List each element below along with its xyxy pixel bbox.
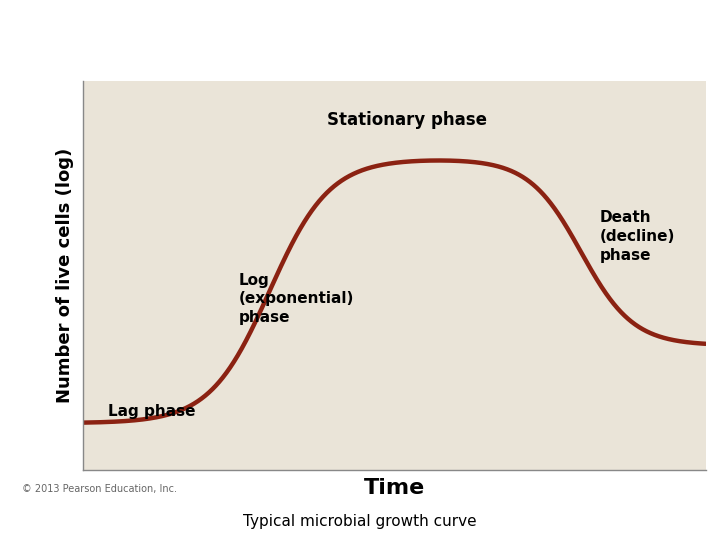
Text: Log
(exponential)
phase: Log (exponential) phase: [238, 273, 354, 325]
Text: Typical microbial growth curve: Typical microbial growth curve: [243, 514, 477, 529]
Text: Death
(decline)
phase: Death (decline) phase: [600, 211, 675, 262]
Text: Stationary phase: Stationary phase: [327, 111, 487, 129]
Y-axis label: Number of live cells (log): Number of live cells (log): [56, 148, 74, 403]
X-axis label: Time: Time: [364, 478, 425, 498]
Text: © 2013 Pearson Education, Inc.: © 2013 Pearson Education, Inc.: [22, 484, 176, 494]
Text: Lag phase: Lag phase: [108, 404, 195, 419]
